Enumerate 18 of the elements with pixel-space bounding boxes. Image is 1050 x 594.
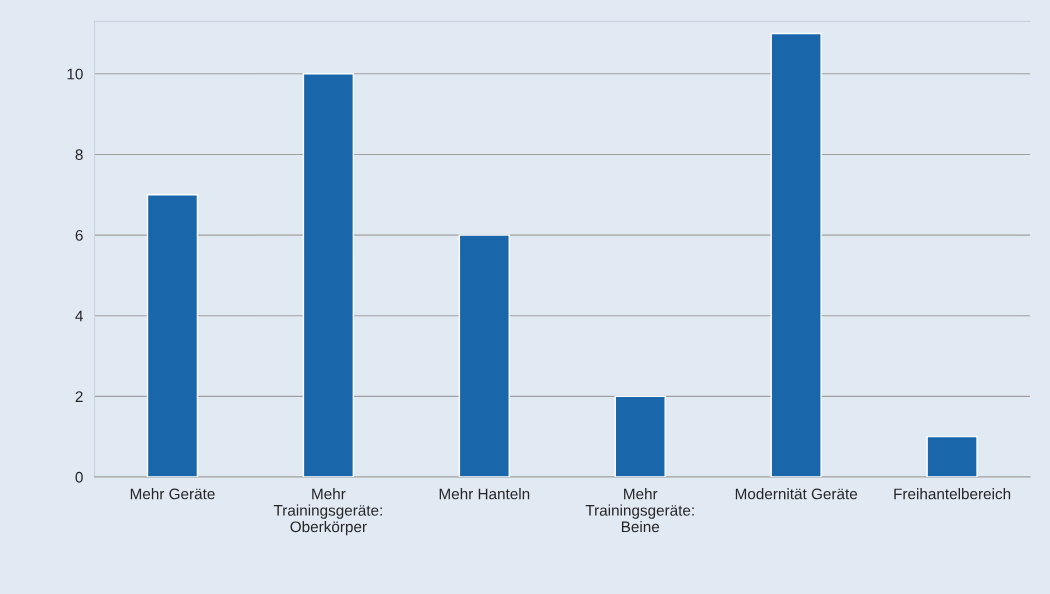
bar	[926, 435, 978, 477]
x-tick-label: Mehr Geräte	[130, 488, 215, 500]
y-tick-label: 4	[75, 310, 83, 322]
x-tick-label: Modernität Geräte	[735, 488, 858, 500]
bar	[302, 73, 355, 477]
y-tick-label: 10	[67, 68, 83, 80]
bar	[458, 234, 510, 477]
bar	[146, 194, 199, 477]
bar	[770, 32, 822, 477]
bar	[614, 395, 666, 477]
x-tick-label: Freihantelbereich	[894, 488, 1011, 500]
y-tick-label: 6	[75, 229, 83, 241]
y-tick-label: 8	[75, 149, 83, 161]
y-tick-label: 2	[75, 391, 83, 402]
x-tick-label: Mehr Trainingsgeräte: Beine	[585, 488, 694, 533]
x-tick-label: Mehr Hanteln	[439, 488, 530, 500]
y-tick-label: 0	[75, 471, 83, 483]
x-tick-label: Mehr Trainingsgeräte: Oberkörper	[273, 488, 382, 536]
